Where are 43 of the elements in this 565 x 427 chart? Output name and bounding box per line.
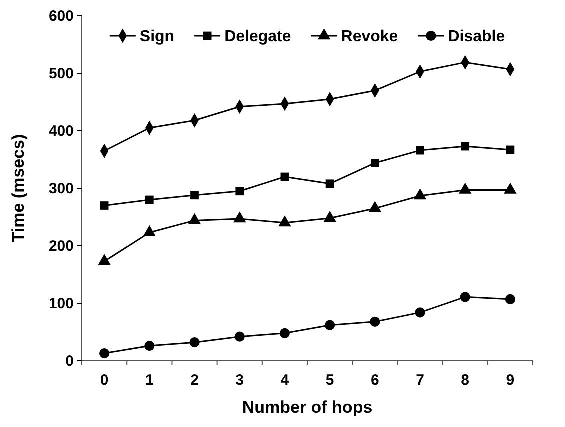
- point: [370, 316, 380, 327]
- legend-label: Sign: [140, 28, 175, 46]
- y-tick-label: 300: [48, 180, 74, 198]
- x-tick-label: 8: [461, 372, 470, 389]
- x-tick-label: 3: [236, 372, 244, 389]
- y-tick-label: 0: [66, 352, 74, 370]
- point: [370, 159, 380, 168]
- point: [100, 348, 110, 359]
- legend-label: Disable: [448, 28, 506, 46]
- point: [144, 341, 155, 352]
- point: [461, 142, 470, 151]
- point: [326, 180, 334, 188]
- x-tick-label: 1: [145, 372, 154, 389]
- point: [280, 328, 290, 338]
- x-axis-title: Number of hops: [242, 398, 373, 417]
- point: [325, 320, 336, 330]
- point: [234, 332, 245, 342]
- point: [145, 196, 154, 204]
- point: [506, 146, 515, 154]
- point: [415, 308, 426, 318]
- y-tick-label: 200: [48, 238, 74, 255]
- point: [100, 202, 109, 210]
- point: [280, 172, 290, 182]
- x-tick-label: 6: [370, 372, 380, 389]
- point: [505, 294, 516, 305]
- point: [460, 292, 470, 302]
- point: [190, 338, 200, 348]
- y-tick-label: 100: [48, 295, 74, 312]
- legend-label: Revoke: [341, 28, 398, 46]
- x-tick-label: 9: [506, 372, 515, 389]
- x-tick-label: 7: [416, 372, 424, 389]
- y-axis-title: Time (msecs): [9, 134, 28, 243]
- x-tick-label: 4: [280, 372, 290, 389]
- point: [416, 146, 424, 155]
- y-tick-label: 500: [48, 65, 74, 82]
- point: [236, 187, 244, 196]
- y-tick-label: 400: [48, 122, 74, 140]
- x-tick-label: 0: [100, 372, 109, 389]
- legend-label: Delegate: [224, 28, 292, 46]
- x-tick-label: 2: [190, 372, 199, 389]
- point: [190, 191, 199, 200]
- y-tick-label: 600: [48, 8, 74, 25]
- x-tick-label: 5: [326, 372, 334, 389]
